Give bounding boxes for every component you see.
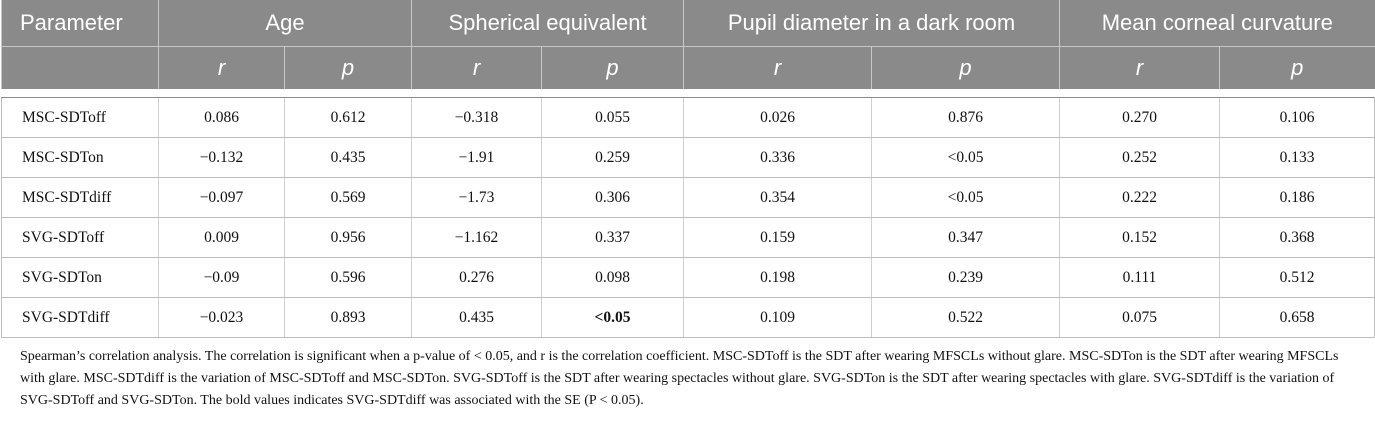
table-row: MSC-SDToff 0.086 0.612 −0.318 0.055 0.026 0.87… xyxy=(1,97,1375,138)
table-cell: 0.109 xyxy=(683,297,872,338)
table-cell: 0.306 xyxy=(540,177,684,218)
table-cell: <0.05 xyxy=(540,297,684,338)
table-cell: −1.73 xyxy=(411,177,542,218)
table-cell: −1.91 xyxy=(411,137,542,178)
subheader-cell: p xyxy=(540,46,684,89)
table-cell: 0.596 xyxy=(284,257,412,298)
header-row: Parameter Age Spherical equivalent Pupil di… xyxy=(1,0,1375,47)
table-cell: 0.569 xyxy=(284,177,412,218)
table-cell: 0.354 xyxy=(683,177,872,218)
table-cell: SVG-SDTon xyxy=(1,257,159,298)
table-cell: <0.05 xyxy=(871,137,1060,178)
header-cell: Spherical equivalent xyxy=(410,0,684,47)
table-row: SVG-SDTon −0.09 0.596 0.276 0.098 0.198 0.239 0… xyxy=(1,257,1375,298)
table-cell: 0.009 xyxy=(158,217,285,258)
table-cell: 0.075 xyxy=(1059,297,1220,338)
table-row: MSC-SDTon −0.132 0.435 −1.91 0.259 0.336 <0.05… xyxy=(1,137,1375,178)
table-cell: 0.512 xyxy=(1219,257,1375,298)
table-cell: 0.435 xyxy=(411,297,542,338)
spacer xyxy=(2,89,1375,98)
header-cell: Pupil diameter in a dark room xyxy=(683,0,1060,47)
header-cell: Parameter xyxy=(1,0,159,47)
subheader-cell: p xyxy=(871,46,1060,89)
table-cell: 0.252 xyxy=(1059,137,1220,178)
data-table: Parameter Age Spherical equivalent Pupil di… xyxy=(1,0,1375,338)
table-cell: −0.09 xyxy=(158,257,285,298)
subheader-cell: p xyxy=(284,46,412,89)
subheader-cell: p xyxy=(1219,46,1375,89)
table-cell: 0.106 xyxy=(1219,97,1375,138)
header-cell xyxy=(1,46,159,89)
header-cell: Age xyxy=(158,0,412,47)
table-cell: 0.152 xyxy=(1059,217,1220,258)
table-cell: 0.337 xyxy=(540,217,684,258)
table-header: Parameter Age Spherical equivalent Pupil di… xyxy=(1,0,1375,89)
table-cell: −0.023 xyxy=(158,297,285,338)
table-cell: 0.347 xyxy=(871,217,1060,258)
table-body: MSC-SDToff 0.086 0.612 −0.318 0.055 0.026 0.87… xyxy=(1,89,1375,338)
table-cell: 0.956 xyxy=(284,217,412,258)
table-cell: 0.522 xyxy=(871,297,1060,338)
subheader-cell: r xyxy=(411,46,542,89)
table-cell: 0.612 xyxy=(284,97,412,138)
table-row: SVG-SDTdiff −0.023 0.893 0.435 <0.05 0.109 0.5… xyxy=(1,297,1375,338)
table-row: MSC-SDTdiff −0.097 0.569 −1.73 0.306 0.354 <0.… xyxy=(1,177,1375,218)
table-cell: −1.162 xyxy=(411,217,542,258)
table-cell: MSC-SDTon xyxy=(1,137,159,178)
table-cell: 0.098 xyxy=(540,257,684,298)
table-cell: 0.876 xyxy=(871,97,1060,138)
table-cell: −0.132 xyxy=(158,137,285,178)
header-cell: Mean corneal curvature xyxy=(1059,0,1375,47)
table-cell: 0.270 xyxy=(1059,97,1220,138)
table-row: SVG-SDToff 0.009 0.956 −1.162 0.337 0.159 0.34… xyxy=(1,217,1375,258)
table-cell: 0.198 xyxy=(683,257,872,298)
subheader-cell: r xyxy=(158,46,285,89)
table-cell: 0.368 xyxy=(1219,217,1375,258)
table-cell: 0.435 xyxy=(284,137,412,178)
table-cell: MSC-SDTdiff xyxy=(1,177,159,218)
table-cell: 0.111 xyxy=(1059,257,1220,298)
table-cell: 0.186 xyxy=(1219,177,1375,218)
table-cell: SVG-SDTdiff xyxy=(1,297,159,338)
table-cell: 0.086 xyxy=(158,97,285,138)
table-cell: 0.133 xyxy=(1219,137,1375,178)
table-cell: SVG-SDToff xyxy=(1,217,159,258)
table-cell: 0.026 xyxy=(683,97,872,138)
table-cell: <0.05 xyxy=(871,177,1060,218)
table-cell: 0.336 xyxy=(683,137,872,178)
table-cell: 0.259 xyxy=(540,137,684,178)
subheader-cell: r xyxy=(1059,46,1220,89)
table-cell: 0.658 xyxy=(1219,297,1375,338)
table-cell: −0.097 xyxy=(158,177,285,218)
table-cell: 0.222 xyxy=(1059,177,1220,218)
table-cell: 0.159 xyxy=(683,217,872,258)
footnote: Spearman’s correlation analysis. The cor… xyxy=(20,349,1339,408)
table-cell: 0.276 xyxy=(411,257,542,298)
table-cell: 0.893 xyxy=(284,297,412,338)
table-cell: −0.318 xyxy=(411,97,542,138)
table-cell: MSC-SDToff xyxy=(1,97,159,138)
table-cell: 0.239 xyxy=(871,257,1060,298)
spacer-cell xyxy=(2,89,1375,98)
table-cell: 0.055 xyxy=(540,97,684,138)
subheader-cell: r xyxy=(683,46,872,89)
